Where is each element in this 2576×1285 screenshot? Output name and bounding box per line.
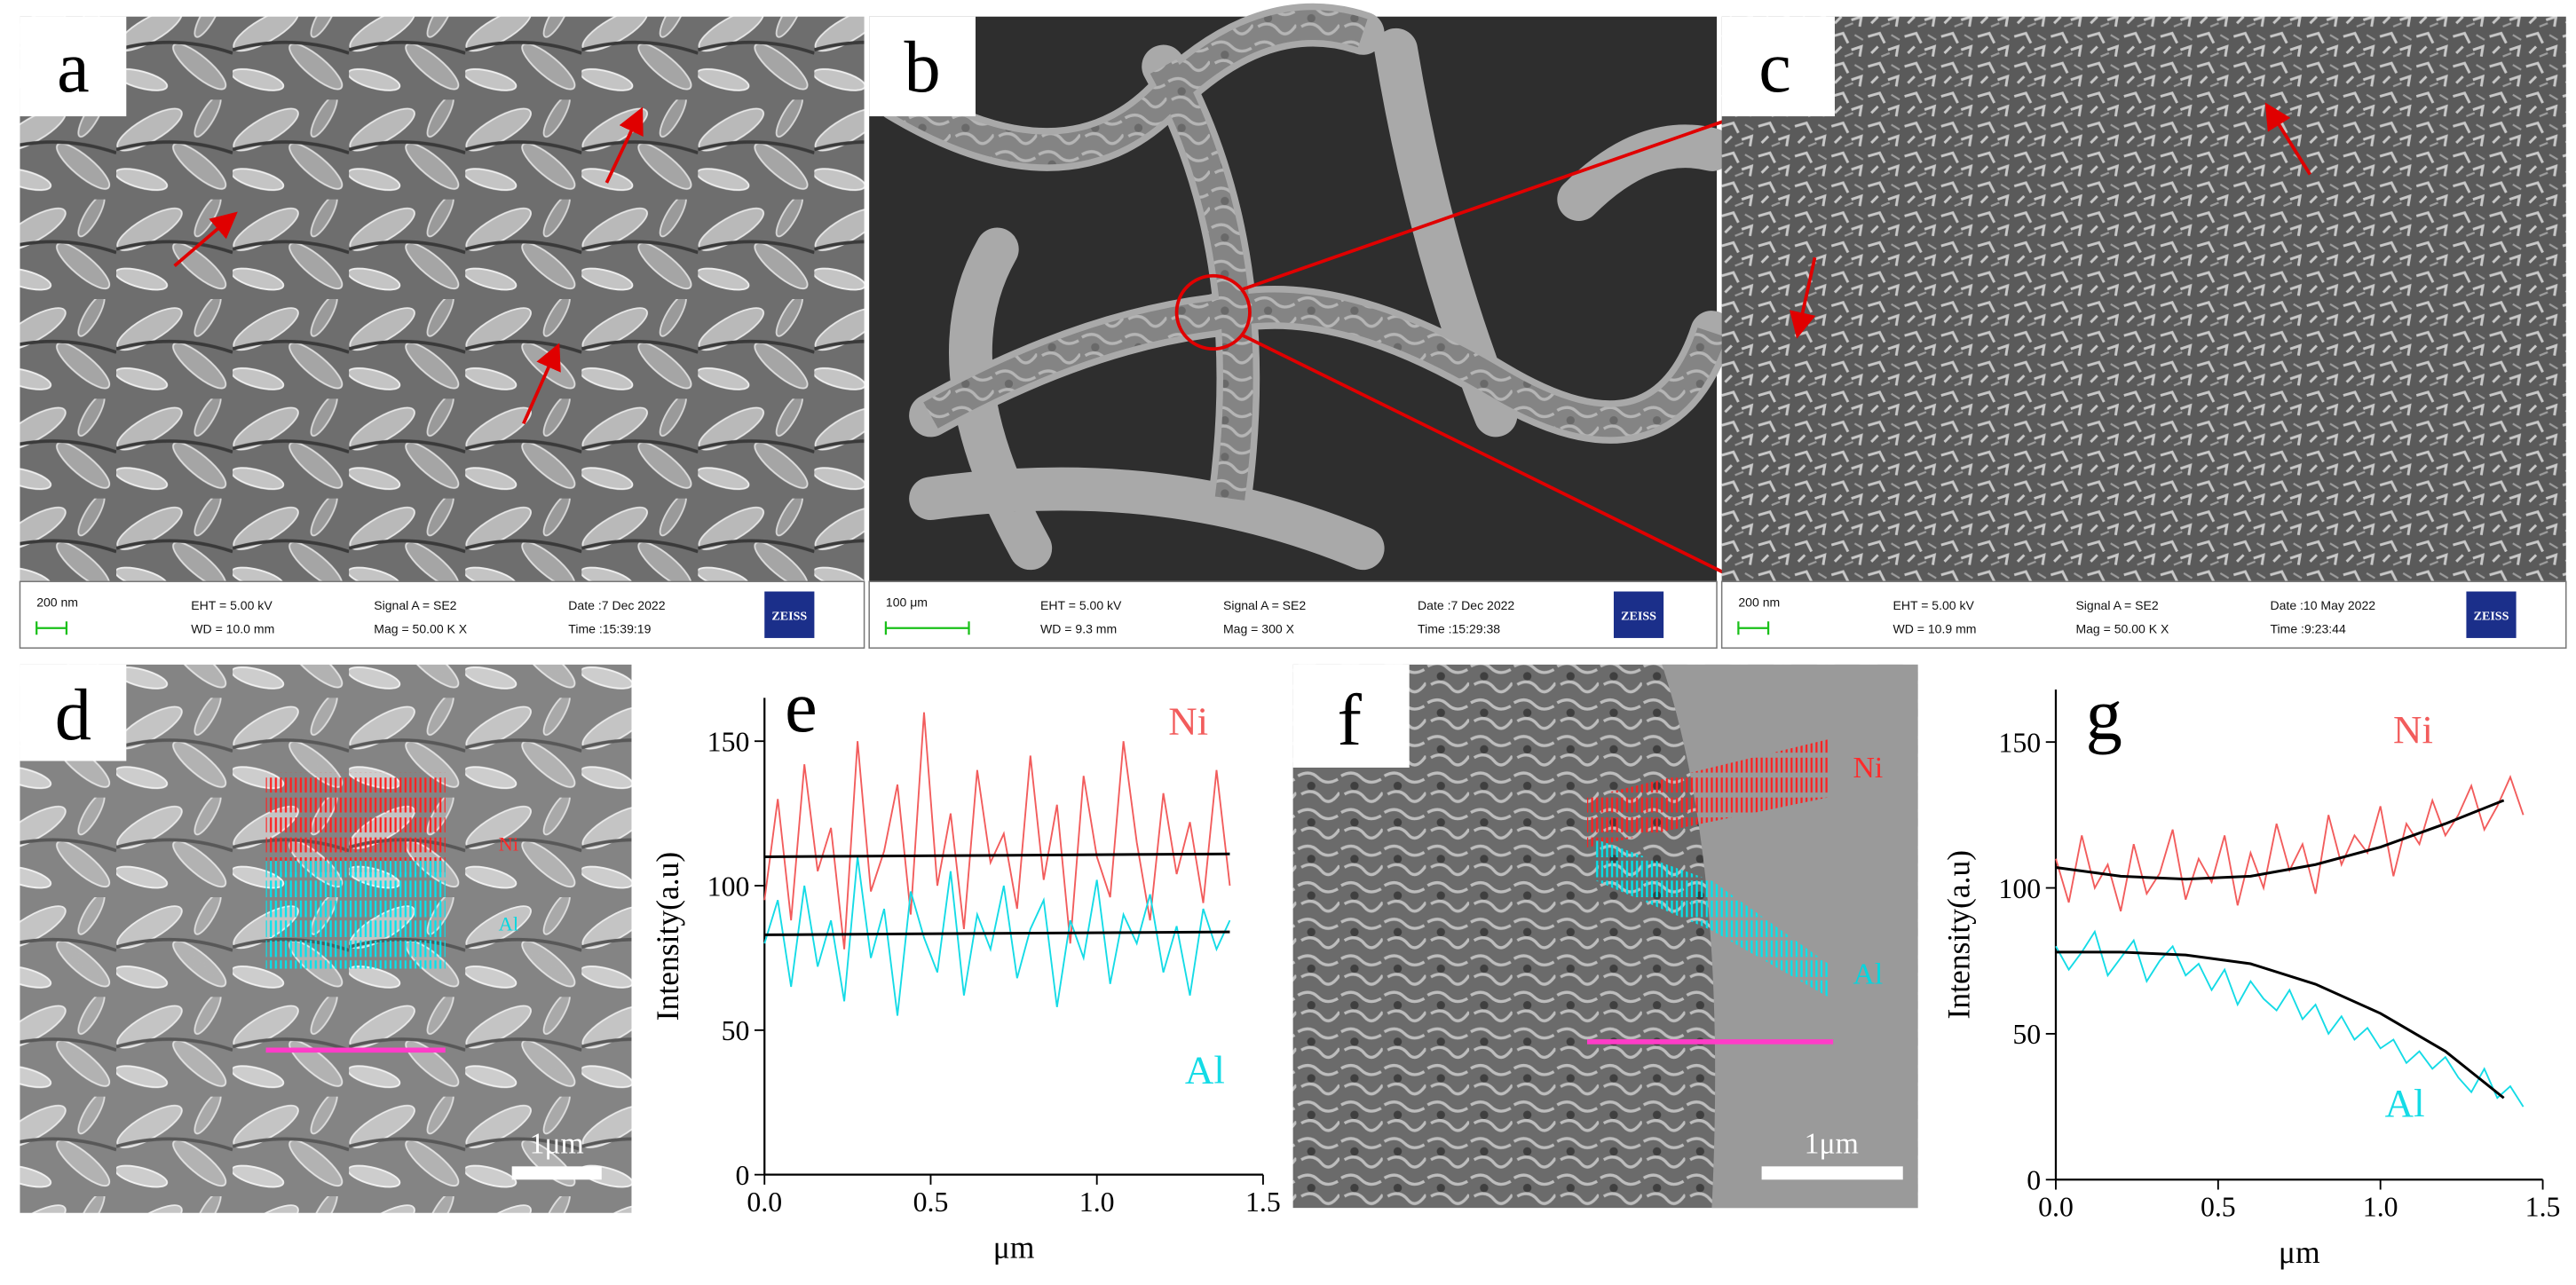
logo: ZEISS: [1621, 609, 1656, 623]
y-tick-label: 50: [722, 1015, 750, 1046]
sem-info: EHT = 5.00 kV: [191, 598, 273, 612]
y-tick-label: 50: [2012, 1019, 2041, 1050]
series-label: Al: [2385, 1081, 2425, 1125]
x-tick-label: 1.5: [2525, 1191, 2561, 1222]
sem-info: Signal A = SE2: [2075, 598, 2158, 612]
sem-info: Signal A = SE2: [374, 598, 456, 612]
x-axis-label: μm: [2279, 1234, 2320, 1270]
sem-info: Signal A = SE2: [1223, 598, 1306, 612]
fit-line: [764, 930, 1230, 936]
scale-bar-label: 200 nm: [36, 595, 78, 609]
sem-info: WD = 10.9 mm: [1892, 621, 1976, 635]
sem-info: Mag = 50.00 K X: [374, 621, 468, 635]
x-axis-label: μm: [993, 1229, 1035, 1265]
logo-box: [1613, 591, 1664, 638]
element-label: Al: [1853, 958, 1884, 990]
scale-bar: [36, 621, 68, 635]
x-tick-label: 1.0: [1079, 1186, 1115, 1218]
series-label: Ni: [1168, 699, 1208, 744]
logo: ZEISS: [771, 609, 807, 623]
sem-info: WD = 9.3 mm: [1040, 621, 1117, 635]
sem-image-a: [19, 16, 865, 649]
fit-line: [764, 852, 1230, 858]
x-tick-label: 0.5: [913, 1186, 949, 1218]
sem-info: Date :7 Dec 2022: [568, 598, 665, 612]
element-label: Ni: [499, 833, 518, 855]
scale-bar: [1737, 621, 1770, 635]
y-tick-label: 150: [707, 726, 750, 757]
panel-label: g: [2086, 674, 2122, 755]
map-image-f: [1292, 664, 1918, 1209]
y-axis-label: Intensity(a.u): [650, 852, 685, 1021]
y-axis-label: Intensity(a.u): [1941, 850, 1977, 1020]
sem-image-b: [868, 3, 1734, 649]
sem-info: Date :10 May 2022: [2271, 598, 2376, 612]
x-tick-label: 0.5: [2201, 1191, 2236, 1222]
y-tick-label: 100: [707, 871, 750, 902]
intensity-line: [2055, 929, 2525, 1108]
scale-bar-label: 100 μm: [886, 595, 928, 609]
sem-info: Date :7 Dec 2022: [1418, 598, 1514, 612]
series-label: Al: [1185, 1048, 1225, 1092]
logo: ZEISS: [2474, 609, 2509, 623]
y-tick-label: 0: [2027, 1165, 2041, 1196]
sem-info: Time :15:29:38: [1418, 621, 1500, 635]
x-tick-label: 0.0: [747, 1186, 782, 1218]
sem-image-c: [1720, 16, 2567, 649]
y-tick-label: 100: [1998, 873, 2041, 904]
panel-label: b: [905, 27, 941, 107]
fit-line: [2055, 799, 2505, 881]
intensity-line: [763, 856, 1231, 1016]
sem-info: EHT = 5.00 kV: [1892, 598, 1974, 612]
sem-info: Time :15:39:19: [568, 621, 651, 635]
x-tick-label: 0.0: [2038, 1191, 2074, 1222]
sem-info: Mag = 50.00 K X: [2075, 621, 2169, 635]
x-tick-label: 1.0: [2363, 1191, 2398, 1222]
panel-label: f: [1338, 680, 1363, 761]
logo-box: [764, 591, 815, 638]
panel-label: a: [57, 27, 90, 107]
scale-bar-label: 200 nm: [1738, 595, 1780, 609]
scale-bar: [884, 621, 970, 635]
element-label: Al: [499, 912, 518, 934]
element-label: Ni: [1853, 752, 1884, 784]
scale-bar-label: 1μm: [530, 1127, 584, 1160]
intensity-line: [763, 712, 1231, 950]
sem-info: WD = 10.0 mm: [191, 621, 274, 635]
series-label: Ni: [2393, 707, 2433, 752]
panel-label: c: [1758, 27, 1791, 107]
y-tick-label: 150: [1998, 727, 2041, 758]
sem-info: EHT = 5.00 kV: [1040, 598, 1122, 612]
intensity-line: [2055, 775, 2525, 912]
scale-bar-label: 1μm: [1805, 1127, 1859, 1160]
panel-label: e: [785, 666, 818, 747]
panel-label: d: [55, 674, 91, 755]
logo-box: [2466, 591, 2517, 638]
map-image-d: [20, 664, 632, 1213]
x-tick-label: 1.5: [1245, 1186, 1281, 1218]
y-tick-label: 0: [735, 1160, 749, 1191]
sem-info: Mag = 300 X: [1223, 621, 1295, 635]
sem-info: Time :9:23:44: [2271, 621, 2346, 635]
fit-line: [2055, 950, 2505, 1100]
